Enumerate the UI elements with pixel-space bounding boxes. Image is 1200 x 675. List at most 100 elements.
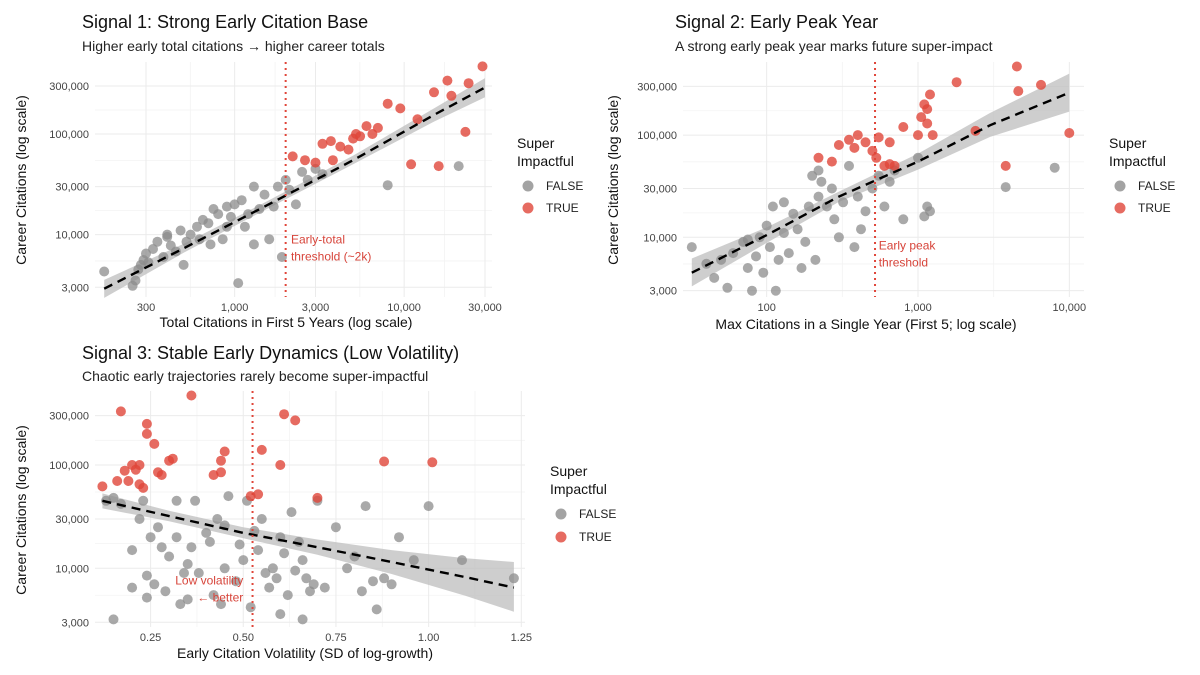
- panel2-point-true-14: [913, 130, 923, 141]
- panel2-point-true-1: [826, 156, 837, 167]
- panel2-subtitle: A strong early peak year marks future su…: [675, 38, 993, 54]
- panel3-point-false-14: [164, 551, 175, 562]
- panel3-point-false-16: [175, 599, 186, 610]
- panel3-point-false-26: [216, 599, 226, 610]
- panel1-point-true-1: [300, 155, 310, 166]
- legend3-true-label: TRUE: [579, 530, 612, 544]
- panel3-point-false-8: [141, 592, 152, 603]
- panel2-point-false-43: [898, 214, 909, 225]
- panel3-point-true-7: [134, 460, 145, 470]
- panel3-point-true-21: [253, 489, 264, 500]
- panel1-plot: 300 1,000 3,000 10,000 30,000 3,000 10,000 30,0…: [49, 61, 502, 314]
- panel2-point-false-8: [747, 285, 757, 296]
- panel3-point-false-37: [256, 514, 267, 524]
- panel3-point-false-30: [230, 576, 241, 587]
- panel2-point-true-18: [927, 130, 938, 141]
- legend1-false-label: FALSE: [546, 179, 583, 193]
- panel2-point-false-19: [788, 208, 799, 219]
- panel3-point-true-9: [141, 428, 152, 439]
- panel2-legend: Super Impactful FALSE TRUE: [1109, 135, 1175, 215]
- panel3-point-false-32: [238, 555, 249, 566]
- panel3-point-false-49: [301, 573, 312, 584]
- panel3-trend-line: [102, 499, 515, 589]
- panel2-point-true-0: [813, 152, 824, 163]
- panel2-point-false-16: [773, 254, 784, 265]
- panel2-point-false-29: [826, 183, 837, 194]
- panel1-point-false-26: [221, 201, 232, 212]
- panel3-point-false-11: [153, 522, 163, 533]
- panel3-point-false-36: [253, 545, 264, 556]
- panel1-point-false-21: [203, 218, 214, 229]
- panel3-point-false-6: [138, 495, 149, 506]
- panel2-point-false-50: [778, 197, 789, 208]
- panel2-point-true-8: [871, 152, 882, 163]
- panel3-point-false-17: [179, 568, 189, 578]
- panel2-point-false-31: [833, 232, 844, 243]
- panel3-point-true-26: [312, 492, 323, 503]
- legend3-title-line1: Super: [550, 463, 588, 479]
- panel2-point-false-35: [852, 191, 863, 202]
- panel2-point-true-25: [1064, 128, 1075, 138]
- panel2-ylabel: Career Citations (log scale): [605, 95, 621, 265]
- panel3-point-false-10: [149, 579, 160, 590]
- panel2-point-false-9: [751, 251, 761, 262]
- legend1-true-label: TRUE: [546, 201, 579, 215]
- panel3-point-false-13: [160, 586, 171, 597]
- panel-signal1: Signal 1: Strong Early Citation Base Hig…: [13, 12, 583, 330]
- panel2-point-false-23: [803, 201, 814, 212]
- panel3-point-false-27: [219, 563, 230, 574]
- panel3-point-false-65: [423, 501, 434, 512]
- panel2-y-tick-label-4: 300,000: [637, 81, 677, 93]
- panel2-point-true-5: [852, 130, 863, 141]
- legend1-title-line1: Super: [517, 135, 555, 151]
- panel3-point-false-43: [279, 548, 290, 559]
- panel1-point-false-30: [236, 195, 247, 206]
- panel1-point-false-18: [192, 221, 202, 232]
- panel1-point-false-40: [280, 174, 291, 185]
- panel1-point-false-15: [178, 259, 189, 270]
- panel2-annotation-line-1: threshold: [879, 255, 928, 269]
- panel1-trend-line: [103, 86, 486, 290]
- panel2-point-true-3: [844, 134, 854, 145]
- panel3-x-tick-label-3: 1.00: [418, 632, 439, 644]
- panel3-point-false-69: [127, 545, 138, 556]
- panel2-point-true-21: [1000, 160, 1011, 171]
- panel3-point-false-68: [171, 495, 182, 506]
- panel2-point-false-14: [767, 201, 778, 212]
- panel2-point-true-26: [922, 118, 933, 129]
- panel3-point-true-16: [186, 390, 197, 401]
- panel3-point-false-70: [297, 614, 308, 625]
- panel3-point-false-41: [271, 573, 282, 584]
- panel3-point-true-18: [216, 455, 226, 466]
- panel3-point-true-24: [279, 409, 290, 420]
- panel1-point-false-25: [217, 234, 228, 245]
- panel3-point-false-48: [297, 555, 308, 566]
- panel3-point-false-23: [204, 536, 215, 547]
- panel3-legend: Super Impactful FALSE TRUE: [550, 463, 616, 544]
- panel2-y-tick-label-2: 30,000: [643, 184, 677, 196]
- panel2-x-tick-label-1: 1,000: [904, 302, 932, 314]
- panel2-point-true-9: [873, 132, 884, 143]
- panel1-point-false-34: [254, 204, 265, 214]
- panel3-point-false-2: [108, 614, 119, 625]
- panel1-point-true-9: [361, 121, 372, 132]
- panel3-point-false-60: [371, 604, 382, 615]
- panel2-point-false-40: [879, 201, 890, 212]
- panel3-point-false-39: [264, 582, 275, 593]
- panel3-x-tick-label-2: 0.75: [325, 632, 346, 644]
- panel1-x-tick-label-4: 30,000: [468, 302, 502, 314]
- panel1-point-true-11: [372, 122, 383, 133]
- panel1-point-false-38: [272, 181, 283, 192]
- panel1-point-true-6: [343, 144, 354, 155]
- panel3-subtitle: Chaotic early trajectories rarely become…: [82, 368, 428, 384]
- panel3-point-false-63: [394, 532, 404, 543]
- panel1-point-true-5: [335, 141, 346, 152]
- panel2-point-true-19: [951, 77, 962, 88]
- panel2-point-true-2: [833, 140, 844, 150]
- panel2-y-tick-label-3: 100,000: [637, 130, 677, 142]
- panel3-point-false-24: [208, 590, 219, 601]
- panel3-point-true-1: [112, 476, 123, 486]
- panel3-point-true-0: [97, 481, 108, 492]
- panel3-ylabel: Career Citations (log scale): [13, 425, 29, 595]
